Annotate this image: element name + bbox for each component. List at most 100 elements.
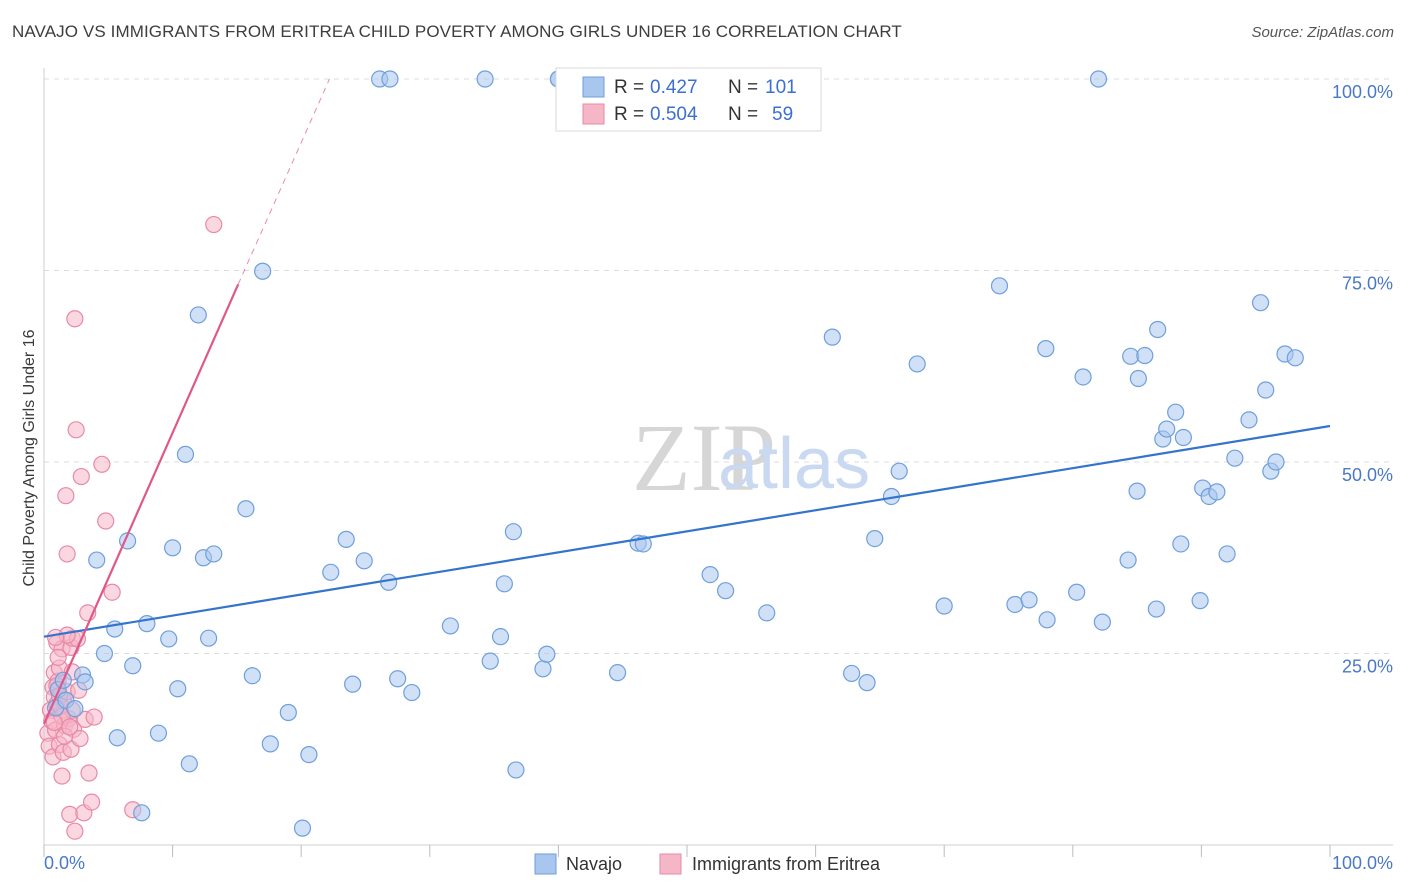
navajo-point [279,703,297,722]
eritrea-trendline-extension [237,78,330,285]
eritrea-point [205,215,223,234]
x-tick-label-min: 0.0% [44,853,85,873]
navajo-point [507,761,525,779]
navajo-point [990,277,1009,295]
eritrea-point [66,822,84,840]
navajo-point [1093,613,1111,631]
navajo-point [491,628,510,646]
x-tick-label-max: 100.0% [1332,853,1393,873]
navajo-point [823,328,841,346]
navajo-point [858,674,876,692]
navajo-point [716,582,735,600]
bottom-legend-swatch-navajo [534,853,557,875]
navajo-point [108,729,126,747]
y-tick-label-100: 100.0% [1332,82,1393,102]
navajo-point [1119,551,1137,569]
navajo-point [1147,600,1165,618]
eritrea-point [46,628,65,647]
watermark: ZIP atlas [632,404,870,511]
legend-eritrea-n-value: 59 [772,104,793,125]
navajo-point [1240,411,1258,429]
navajo-point [133,804,151,822]
navajo-point [441,617,459,635]
navajo-point [381,70,399,88]
navajo-point [337,530,355,548]
source-credit: Source: ZipAtlas.com [1251,24,1394,41]
eritrea-point [45,713,63,732]
navajo-point [1286,349,1304,367]
navajo-point [76,673,94,691]
navajo-point [176,445,195,463]
navajo-point [476,70,494,88]
eritrea-point [67,421,85,439]
chart-title: NAVAJO VS IMMIGRANTS FROM ERITREA CHILD … [12,22,902,41]
legend-navajo-r-value: 0.427 [650,77,698,98]
navajo-point [1136,346,1154,365]
navajo-points [46,70,1304,837]
legend-eritrea-n-label: N = [728,104,758,125]
eritrea-point [49,648,67,666]
navajo-point [200,629,218,647]
eritrea-point [57,487,75,505]
navajo-point [1172,535,1190,553]
navajo-point [243,667,261,685]
navajo-point [1006,595,1024,614]
navajo-point [1020,591,1038,609]
navajo-point [237,500,255,518]
trendlines [42,78,1331,725]
navajo-point [1257,381,1275,399]
eritrea-points [39,215,223,840]
legend-navajo-r-label: R = [614,77,644,98]
navajo-point [1128,482,1146,500]
navajo-point [1074,368,1092,386]
navajo-point [1037,340,1055,358]
y-tick-label-75: 75.0% [1342,274,1393,294]
navajo-point [1191,592,1209,610]
navajo-point [189,306,207,324]
navajo-point [701,566,719,584]
eritrea-point [58,545,76,563]
navajo-point [758,604,776,622]
navajo-trendline [43,424,1331,638]
navajo-point [534,660,552,678]
navajo-point [164,539,182,557]
navajo-point [169,680,187,698]
eritrea-point [97,512,115,530]
navajo-point [495,575,513,593]
navajo-point [322,563,340,581]
navajo-point [843,664,861,683]
navajo-point [538,645,556,663]
navajo-point [95,644,114,663]
navajo-point [88,551,106,569]
navajo-point [890,462,908,480]
navajo-point [1149,320,1167,339]
legend-box: R = 0.427 N = 101 R = 0.504 N = 59 [555,67,822,132]
navajo-point [124,657,142,675]
navajo-point [293,819,312,837]
legend-navajo-n-label: N = [728,77,758,98]
navajo-point [261,735,279,753]
navajo-point [160,630,178,648]
navajo-point [300,746,318,764]
navajo-point [866,529,884,548]
navajo-point [1251,294,1270,312]
navajo-point [1267,453,1285,471]
legend-eritrea-r-label: R = [614,104,644,125]
navajo-point [380,573,398,591]
navajo-point [504,523,522,541]
eritrea-point [93,455,111,473]
navajo-point [1208,483,1226,501]
eritrea-trendline [42,283,240,725]
navajo-point [254,262,272,280]
y-tick-labels: 25.0% 50.0% 75.0% 100.0% [1332,82,1393,677]
navajo-point [355,552,373,570]
navajo-point [344,675,362,693]
navajo-point [1038,611,1056,629]
navajo-point [66,700,84,718]
bottom-legend-eritrea: Immigrants from Eritrea [692,854,881,874]
y-axis-title: Child Poverty Among Girls Under 16 [21,329,38,586]
eritrea-point [82,793,101,811]
eritrea-point [103,583,121,601]
navajo-point [205,545,223,563]
